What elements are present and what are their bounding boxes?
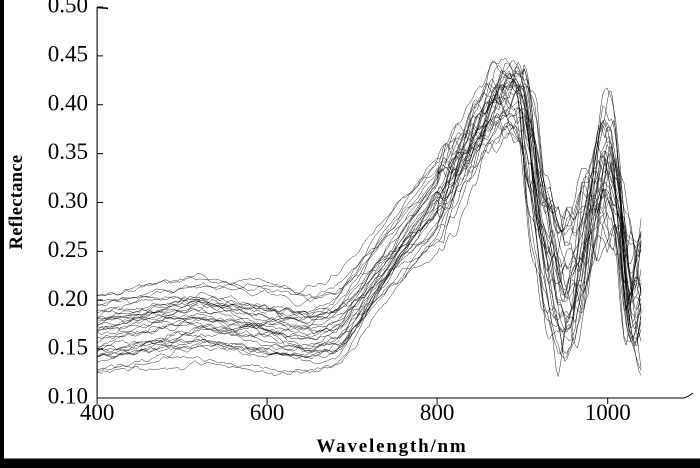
svg-text:0.35: 0.35: [48, 139, 88, 164]
svg-text:0.45: 0.45: [48, 41, 88, 66]
svg-text:0.15: 0.15: [48, 335, 88, 360]
svg-text:800: 800: [420, 400, 455, 425]
svg-text:0.40: 0.40: [48, 90, 88, 115]
svg-text:0.50: 0.50: [48, 0, 88, 18]
svg-text:Reflectance: Reflectance: [7, 155, 27, 250]
svg-text:Wavelength/nm: Wavelength/nm: [316, 436, 467, 457]
svg-text:0.30: 0.30: [48, 188, 88, 213]
svg-text:0.25: 0.25: [48, 237, 88, 262]
svg-text:600: 600: [250, 400, 285, 425]
svg-text:0.20: 0.20: [48, 286, 88, 311]
svg-text:400: 400: [80, 400, 115, 425]
svg-text:1000: 1000: [585, 400, 631, 425]
